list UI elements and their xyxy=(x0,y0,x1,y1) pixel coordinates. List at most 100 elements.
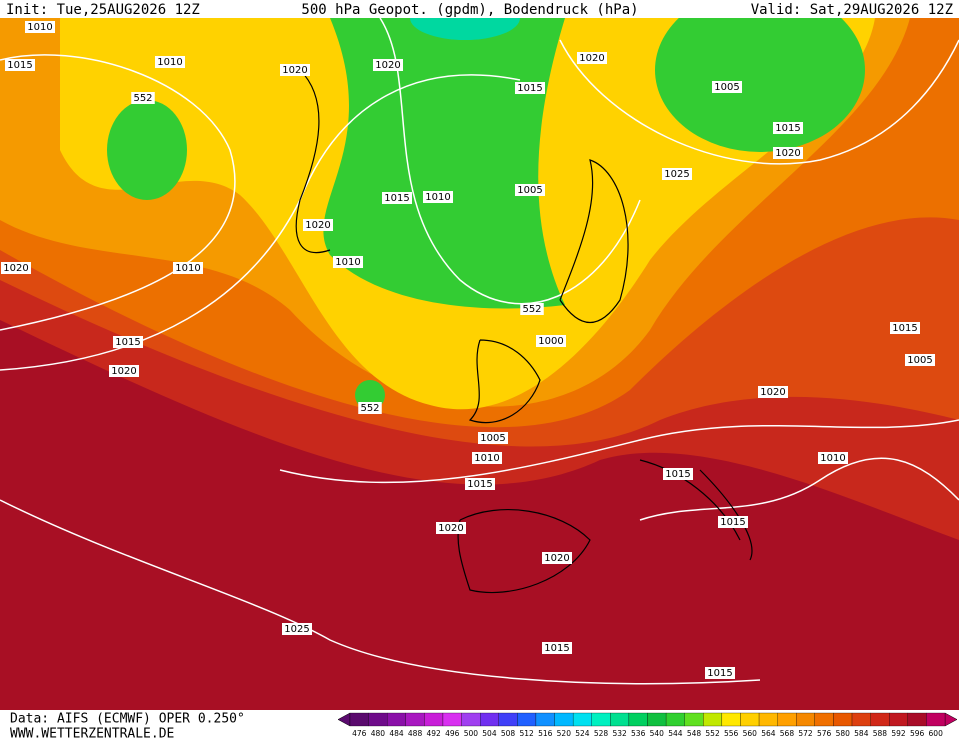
isobar-label-box xyxy=(5,59,35,71)
isobar-label: 1010 xyxy=(474,453,499,464)
isobar-label: 1025 xyxy=(664,169,689,180)
isobar-label: 1015 xyxy=(707,668,732,679)
colorbar-cell xyxy=(740,712,760,727)
colorbar-label: 568 xyxy=(780,729,795,738)
isobar-label: 1015 xyxy=(7,60,32,71)
isobar-label: 552 xyxy=(360,403,379,414)
isobar-label-box xyxy=(542,552,572,564)
isobar-label: 1020 xyxy=(282,65,307,76)
isobar-label: 1010 xyxy=(820,453,845,464)
isobar-label: 1020 xyxy=(3,263,28,274)
colorbar-label: 524 xyxy=(575,729,590,738)
isobar-label-box xyxy=(542,642,572,654)
colorbar-cell xyxy=(926,712,946,727)
isobar-label-box xyxy=(109,365,139,377)
colorbar-label: 508 xyxy=(501,729,516,738)
colorbar-cell xyxy=(758,712,778,727)
colorbar-label: 572 xyxy=(798,729,813,738)
colorbar-label: 504 xyxy=(482,729,497,738)
colorbar-cell xyxy=(572,712,592,727)
map-title: 500 hPa Geopot. (gpdm), Bodendruck (hPa) xyxy=(301,2,638,18)
isobar-label: 1020 xyxy=(305,220,330,231)
isobar-labels: 1010 1010 1015 1020 552 1020 1015 1020 1005 1015 1… xyxy=(1,21,935,679)
isobar-label-box xyxy=(303,219,333,231)
isobar-label-box xyxy=(282,623,312,635)
colorbar-label: 576 xyxy=(817,729,832,738)
colorbar-cell xyxy=(387,712,406,727)
isobar-label: 1010 xyxy=(425,192,450,203)
isobar-label: 1005 xyxy=(907,355,932,366)
colorbar-cell xyxy=(833,712,853,727)
isobar-label: 1015 xyxy=(775,123,800,134)
isobar-label-box xyxy=(577,52,607,64)
map-field xyxy=(0,0,959,710)
isobar-label-box xyxy=(173,262,203,274)
isobar-label-box xyxy=(280,64,310,76)
colorbar-cell xyxy=(665,712,685,727)
isobar-label: 1005 xyxy=(480,433,505,444)
isobar-label-box xyxy=(25,21,55,33)
colorbar-label: 532 xyxy=(612,729,627,738)
isobar-label: 1020 xyxy=(775,148,800,159)
isobar-label-box xyxy=(515,184,545,196)
colorbar-label: 516 xyxy=(538,729,553,738)
isobar-label-box xyxy=(520,303,544,315)
colorbar-label: 580 xyxy=(836,729,851,738)
isobar-label: 1010 xyxy=(27,22,52,33)
colorbar-cell xyxy=(647,712,667,727)
colorbar-label: 488 xyxy=(408,729,423,738)
isobar-label-box xyxy=(515,82,545,94)
isobar-label-box xyxy=(472,452,502,464)
colorbar-label: 556 xyxy=(724,729,739,738)
colorbar-cell xyxy=(870,712,890,727)
isobar-label-box xyxy=(712,81,742,93)
colorbar-cell xyxy=(628,712,648,727)
isobar-label-box xyxy=(905,354,935,366)
isobar-label-box xyxy=(773,122,803,134)
colorbar-label: 548 xyxy=(687,729,702,738)
colorbar-cell xyxy=(442,712,462,727)
colorbar-label: 492 xyxy=(427,729,442,738)
isobar-label: 1020 xyxy=(579,53,604,64)
isobar-label: 1010 xyxy=(175,263,200,274)
data-source: Data: AIFS (ECMWF) OPER 0.250° xyxy=(10,712,245,727)
colorbar-label: 484 xyxy=(389,729,404,738)
colorbar: 476 480 484 488 492 496 500 504 508 512 516 520 524 5… xyxy=(337,712,958,738)
colorbar-cell xyxy=(368,712,388,727)
site-url: WWW.WETTERZENTRALE.DE xyxy=(10,727,174,741)
colorbar-cell xyxy=(814,712,834,727)
isobar-label-box xyxy=(358,402,382,414)
colorbar-label: 540 xyxy=(650,729,665,738)
isobar-label: 1015 xyxy=(720,517,745,528)
colorbar-cell xyxy=(535,712,555,727)
isobar-label-box xyxy=(662,168,692,180)
colorbar-cell xyxy=(796,712,815,727)
colorbar-label: 600 xyxy=(929,729,944,738)
colorbar-cell xyxy=(498,712,518,727)
isobar-label: 1005 xyxy=(714,82,739,93)
colorbar-label: 500 xyxy=(464,729,479,738)
isobar-label-box xyxy=(718,516,748,528)
isobar-label-box xyxy=(465,478,495,490)
isobar-label-box xyxy=(382,192,412,204)
valid-time: Valid: Sat,29AUG2026 12Z xyxy=(751,2,953,18)
isobar-label-box xyxy=(818,452,848,464)
colorbar-label: 560 xyxy=(743,729,758,738)
isobar-label-box xyxy=(663,468,693,480)
isobar-label-box xyxy=(1,262,31,274)
colorbar-label: 564 xyxy=(761,729,776,738)
isobar-label: 1015 xyxy=(892,323,917,334)
colorbar-cell xyxy=(684,712,704,727)
colorbar-cell xyxy=(721,712,741,727)
colorbar-cell xyxy=(461,712,481,727)
colorbar-label: 592 xyxy=(891,729,906,738)
colorbar-cell xyxy=(889,712,908,727)
colorbar-cell xyxy=(349,712,369,727)
isobar-label: 1015 xyxy=(517,83,542,94)
colorbar-cell xyxy=(907,712,927,727)
isobar-label: 1020 xyxy=(375,60,400,71)
colorbar-label: 536 xyxy=(631,729,646,738)
isobar-label: 1020 xyxy=(544,553,569,564)
isobar-label: 1000 xyxy=(538,336,563,347)
